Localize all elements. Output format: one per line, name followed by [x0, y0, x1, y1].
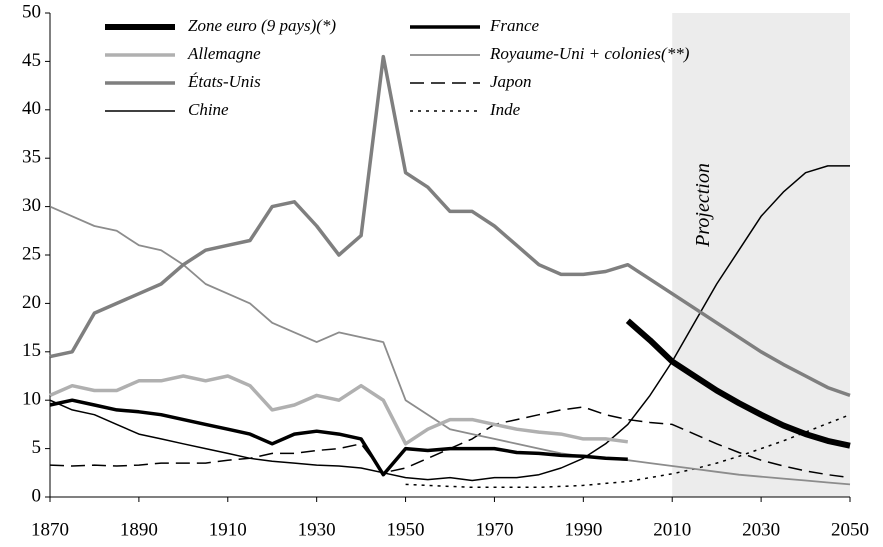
y-tick-label: 35: [22, 147, 41, 168]
legend-label: Allemagne: [187, 44, 261, 63]
x-tick-label: 1890: [120, 519, 158, 540]
x-tick-label: 1970: [475, 519, 513, 540]
series-line: [49, 374, 629, 446]
x-tick-label: 1870: [31, 519, 69, 540]
x-tick-label: 1950: [387, 519, 425, 540]
y-tick-label: 25: [22, 243, 41, 264]
projection-label: Projection: [692, 163, 714, 248]
x-tick-label: 2050: [831, 519, 869, 540]
x-tick-label: 2010: [653, 519, 691, 540]
legend-label: France: [489, 16, 540, 35]
y-tick-label: 50: [22, 1, 41, 22]
x-tick-label: 2030: [742, 519, 780, 540]
y-tick-label: 30: [22, 195, 41, 216]
legend-label: États-Unis: [187, 72, 261, 91]
x-tick-label: 1930: [298, 519, 336, 540]
legend-label: Zone euro (9 pays)(*): [188, 16, 336, 35]
y-tick-label: 40: [22, 98, 41, 119]
y-tick-label: 15: [22, 340, 41, 361]
y-tick-label: 10: [22, 389, 41, 410]
series-line: [49, 165, 850, 482]
series-line: [625, 318, 851, 449]
legend-label: Chine: [188, 100, 229, 119]
series-line: [49, 54, 851, 398]
series-line: [405, 414, 851, 489]
x-tick-label: 1910: [209, 519, 247, 540]
legend-label: Japon: [490, 72, 532, 91]
y-tick-label: 5: [32, 437, 42, 458]
series-line: [49, 398, 628, 477]
x-tick-label: 1990: [564, 519, 602, 540]
y-tick-label: 0: [32, 485, 42, 506]
legend-label: Royaume-Uni + colonies(**): [489, 44, 690, 63]
legend-label: Inde: [489, 100, 521, 119]
y-tick-label: 20: [22, 292, 41, 313]
y-tick-label: 45: [22, 50, 41, 71]
